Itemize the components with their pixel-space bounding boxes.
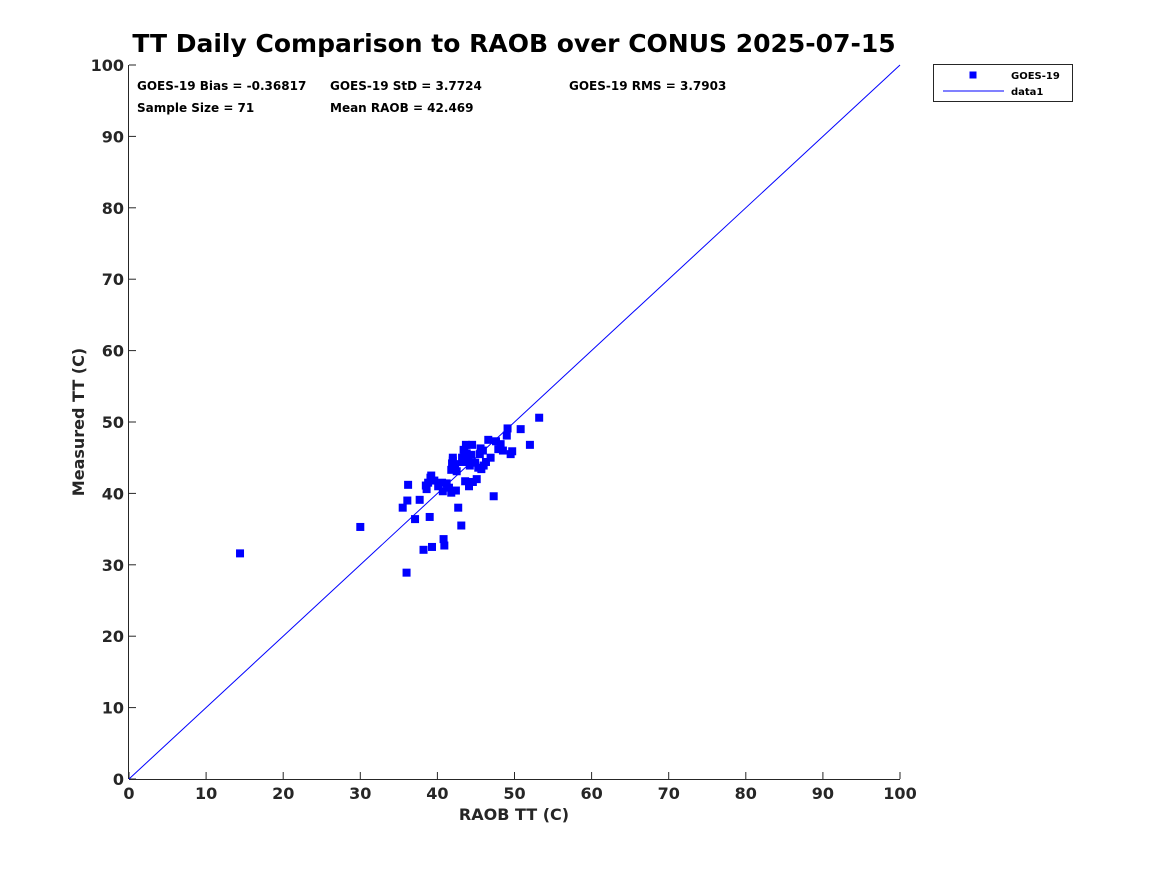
data-point bbox=[502, 431, 511, 440]
data-point bbox=[448, 456, 457, 465]
x-tick-label: 100 bbox=[883, 784, 916, 803]
data-point bbox=[442, 479, 451, 488]
data-point bbox=[422, 485, 431, 494]
stat-mean-raob: Mean RAOB = 42.469 bbox=[330, 101, 474, 115]
data-point bbox=[428, 542, 437, 551]
data-point bbox=[481, 457, 490, 466]
data-point bbox=[404, 480, 413, 489]
x-tick-label: 70 bbox=[658, 784, 680, 803]
x-tick-label: 20 bbox=[272, 784, 294, 803]
data-point bbox=[425, 512, 434, 521]
data-point bbox=[430, 476, 439, 485]
y-tick-label: 0 bbox=[113, 770, 124, 789]
data-point bbox=[465, 482, 474, 491]
data-point bbox=[498, 446, 507, 455]
data-point bbox=[478, 446, 487, 455]
y-tick-label: 40 bbox=[102, 484, 124, 503]
series-line-data1 bbox=[128, 64, 901, 780]
data-point bbox=[438, 487, 447, 496]
x-tick-label: 0 bbox=[123, 784, 134, 803]
data-point bbox=[459, 445, 468, 454]
data-point bbox=[439, 535, 448, 544]
data-point bbox=[403, 496, 412, 505]
legend: GOES-19 data1 bbox=[933, 64, 1073, 102]
x-tick-label: 60 bbox=[580, 784, 602, 803]
data-point bbox=[525, 440, 534, 449]
y-tick-label: 80 bbox=[102, 199, 124, 218]
y-tick-label: 10 bbox=[102, 699, 124, 718]
data-point bbox=[424, 478, 433, 487]
y-tick-label: 70 bbox=[102, 270, 124, 289]
chart-title: TT Daily Comparison to RAOB over CONUS 2… bbox=[132, 29, 895, 58]
stat-rms: GOES-19 RMS = 3.7903 bbox=[569, 79, 726, 93]
data-point bbox=[516, 425, 525, 434]
data-point bbox=[458, 457, 467, 466]
data-point bbox=[451, 486, 460, 495]
data-point bbox=[438, 478, 447, 487]
data-point bbox=[465, 461, 474, 470]
x-axis-ticks: 0 10 20 30 40 50 60 70 80 90 100 bbox=[123, 772, 917, 803]
data-point bbox=[484, 435, 493, 444]
legend-marker-goes19 bbox=[969, 71, 977, 79]
data-point bbox=[461, 440, 470, 449]
data-point bbox=[398, 503, 407, 512]
data-point bbox=[468, 440, 477, 449]
data-point bbox=[415, 495, 424, 504]
data-point bbox=[402, 568, 411, 577]
data-point bbox=[486, 453, 495, 462]
data-point bbox=[467, 450, 476, 459]
data-point bbox=[494, 445, 503, 454]
data-point bbox=[461, 477, 470, 486]
legend-box bbox=[933, 64, 1073, 102]
legend-label-data1: data1 bbox=[1011, 87, 1043, 98]
data-point bbox=[356, 522, 365, 531]
x-tick-label: 90 bbox=[812, 784, 834, 803]
data-point bbox=[458, 453, 467, 462]
stat-sample-size: Sample Size = 71 bbox=[137, 101, 254, 115]
y-tick-label: 90 bbox=[102, 127, 124, 146]
data-point bbox=[236, 549, 245, 558]
data-point bbox=[427, 471, 436, 480]
y-axis-label: Measured TT (C) bbox=[69, 348, 88, 496]
y-tick-label: 60 bbox=[102, 342, 124, 361]
y-tick-label: 30 bbox=[102, 556, 124, 575]
data-point bbox=[444, 483, 453, 492]
statistics-annotation: GOES-19 Bias = -0.36817 GOES-19 StD = 3.… bbox=[137, 79, 726, 115]
x-tick-label: 40 bbox=[426, 784, 448, 803]
data-point bbox=[411, 515, 420, 524]
x-tick-label: 10 bbox=[195, 784, 217, 803]
data-point bbox=[457, 521, 466, 530]
data-point bbox=[496, 440, 505, 449]
series-layer bbox=[128, 64, 901, 780]
stat-std: GOES-19 StD = 3.7724 bbox=[330, 79, 482, 93]
y-tick-label: 100 bbox=[91, 56, 124, 75]
y-tick-label: 50 bbox=[102, 413, 124, 432]
data-point bbox=[503, 424, 512, 433]
x-tick-label: 50 bbox=[503, 784, 525, 803]
x-tick-label: 80 bbox=[735, 784, 757, 803]
data-point bbox=[471, 458, 480, 467]
data-point bbox=[535, 413, 544, 422]
legend-label-goes19: GOES-19 bbox=[1011, 71, 1060, 82]
data-point bbox=[440, 541, 449, 550]
data-point bbox=[464, 455, 473, 464]
x-tick-label: 30 bbox=[349, 784, 371, 803]
data-point bbox=[452, 467, 461, 476]
x-axis-label: RAOB TT (C) bbox=[459, 805, 569, 824]
plot-area: 0 10 20 30 40 50 60 70 80 90 100 0 10 20 30 40 50 60 70 80… bbox=[91, 56, 917, 803]
data-point bbox=[447, 488, 456, 497]
data-point bbox=[489, 492, 498, 501]
data-point bbox=[419, 545, 428, 554]
data-point bbox=[454, 503, 463, 512]
stat-bias: GOES-19 Bias = -0.36817 bbox=[137, 79, 306, 93]
y-tick-label: 20 bbox=[102, 627, 124, 646]
data-point bbox=[491, 437, 500, 446]
y-axis-ticks: 0 10 20 30 40 50 60 70 80 90 100 bbox=[91, 56, 136, 789]
data-point bbox=[472, 475, 481, 484]
data-point bbox=[508, 447, 517, 456]
